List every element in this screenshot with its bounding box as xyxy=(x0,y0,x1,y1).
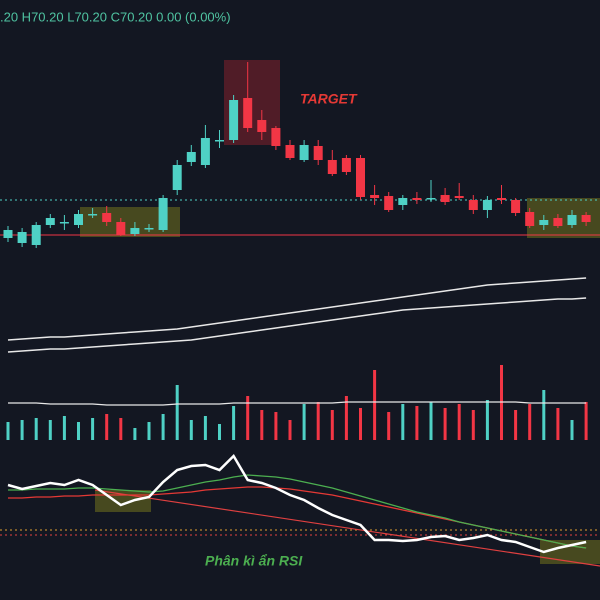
volume-bar xyxy=(105,414,109,440)
rsi-annotation: Phân kì ẩn RSI xyxy=(205,553,303,569)
volume-bar xyxy=(401,404,405,440)
candle-body xyxy=(398,198,408,205)
volume-bar xyxy=(429,402,433,440)
candle-body xyxy=(17,232,27,243)
candle-body xyxy=(74,214,83,225)
candle-body xyxy=(200,138,210,165)
candle-body xyxy=(497,198,506,200)
volume-bar xyxy=(542,390,546,440)
ohlc-header: .20 H70.20 L70.20 C70.20 0.00 (0.00%) xyxy=(0,9,231,24)
volume-bar xyxy=(387,412,391,440)
volume-bar xyxy=(288,420,292,440)
candle-body xyxy=(511,200,521,213)
volume-bar xyxy=(260,410,264,440)
candle-body xyxy=(243,98,253,128)
volume-bar xyxy=(20,420,24,440)
volume-bar xyxy=(373,370,377,440)
volume-ma xyxy=(8,401,587,406)
rsi-line xyxy=(7,453,587,554)
volume-bar xyxy=(330,410,334,440)
candle-body xyxy=(440,195,450,202)
volume-bar xyxy=(175,385,179,440)
volume-bar xyxy=(34,418,38,440)
volume-bar xyxy=(133,428,137,440)
candle-body xyxy=(341,158,351,172)
candle-body xyxy=(482,200,492,210)
moving-average xyxy=(7,277,587,341)
candle-body xyxy=(271,128,281,146)
candle-body xyxy=(88,214,98,216)
volume-bar xyxy=(246,396,250,440)
candle-body xyxy=(525,212,535,226)
candle-body xyxy=(257,120,267,132)
candle-body xyxy=(370,195,380,198)
volume-bar xyxy=(584,402,588,440)
volume-bar xyxy=(91,418,95,440)
candle-body xyxy=(426,198,436,200)
volume-bar xyxy=(232,406,236,440)
volume-bar xyxy=(119,418,123,440)
candle-body xyxy=(116,222,126,235)
volume-bar xyxy=(48,420,52,440)
trend-line xyxy=(94,489,600,567)
volume-bar xyxy=(415,406,419,440)
candle-body xyxy=(468,200,478,210)
volume-bar xyxy=(62,416,66,440)
candle-body xyxy=(454,196,464,198)
candle-body xyxy=(327,160,337,174)
candle-body xyxy=(172,165,182,190)
candle-body xyxy=(539,220,549,225)
candle-body xyxy=(59,222,69,224)
volume-bar xyxy=(6,422,10,440)
volume-bar xyxy=(218,424,221,440)
candle-body xyxy=(299,145,309,160)
volume-bar xyxy=(514,410,518,440)
volume-bar xyxy=(147,422,151,440)
volume-bar xyxy=(570,420,574,440)
candle-body xyxy=(130,228,140,234)
volume-bar xyxy=(344,396,348,440)
volume-bar xyxy=(161,414,165,440)
volume-bar xyxy=(316,402,320,440)
candle-body xyxy=(356,158,365,197)
moving-average xyxy=(7,297,587,353)
volume-bar xyxy=(189,420,193,440)
candle-body xyxy=(215,140,224,142)
rsi-line xyxy=(8,474,587,549)
candle-body xyxy=(102,213,112,222)
candle-body xyxy=(384,196,394,210)
candle-body xyxy=(567,215,577,225)
zone-box xyxy=(540,540,600,564)
candle-body xyxy=(31,225,41,245)
volume-bar xyxy=(443,408,447,440)
volume-bar xyxy=(471,410,475,440)
volume-bar xyxy=(77,422,80,440)
volume-bar xyxy=(457,404,461,440)
candle-body xyxy=(229,100,239,140)
volume-bar xyxy=(203,416,207,440)
candle-body xyxy=(313,146,323,160)
candle-body xyxy=(158,198,168,230)
volume-bar xyxy=(302,404,306,440)
candle-body xyxy=(581,215,591,222)
candle-body xyxy=(412,198,422,200)
candle-body xyxy=(553,218,563,226)
volume-bar xyxy=(528,404,532,440)
candle-body xyxy=(3,230,13,238)
candle-body xyxy=(186,152,196,162)
volume-bar xyxy=(556,408,560,440)
target-label: TARGET xyxy=(300,91,358,107)
candle-body xyxy=(285,145,295,158)
volume-bar xyxy=(485,400,489,440)
volume-bar xyxy=(274,412,278,440)
candle-body xyxy=(144,228,154,230)
volume-bar xyxy=(359,408,362,440)
candle-body xyxy=(45,218,55,225)
